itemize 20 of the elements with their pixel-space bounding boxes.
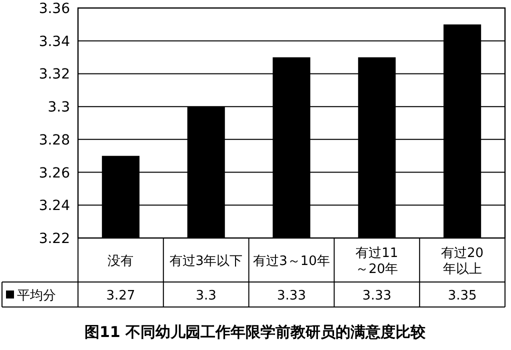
data-label: 3.35 — [448, 288, 477, 304]
data-label: 3.27 — [106, 288, 136, 304]
x-tick-label: 有过20年以上 — [441, 246, 484, 277]
y-tick-label: 3.36 — [38, 1, 70, 17]
x-tick-label: 有过3年以下 — [169, 254, 243, 269]
data-label: 3.33 — [362, 288, 392, 304]
x-tick-label: 有过11～20年 — [356, 246, 398, 277]
y-tick-label: 3.28 — [38, 132, 70, 148]
data-label: 3.3 — [196, 288, 216, 304]
x-tick-label: 没有 — [108, 254, 134, 269]
text: 图11 不同幼儿园工作年限学前教研员的满意度比较 — [84, 323, 427, 341]
y-tick-label: 3.3 — [48, 100, 70, 116]
y-tick-label: 3.26 — [38, 165, 70, 182]
y-tick-label: 3.34 — [38, 34, 70, 50]
y-tick-label: 3.24 — [38, 198, 70, 214]
y-tick-label: 3.22 — [38, 231, 70, 247]
data-label: 3.33 — [277, 288, 306, 304]
legend-label: 平均分 — [17, 288, 56, 304]
y-tick-label: 3.32 — [38, 66, 70, 83]
x-tick-label: 有过3～10年 — [253, 254, 330, 269]
